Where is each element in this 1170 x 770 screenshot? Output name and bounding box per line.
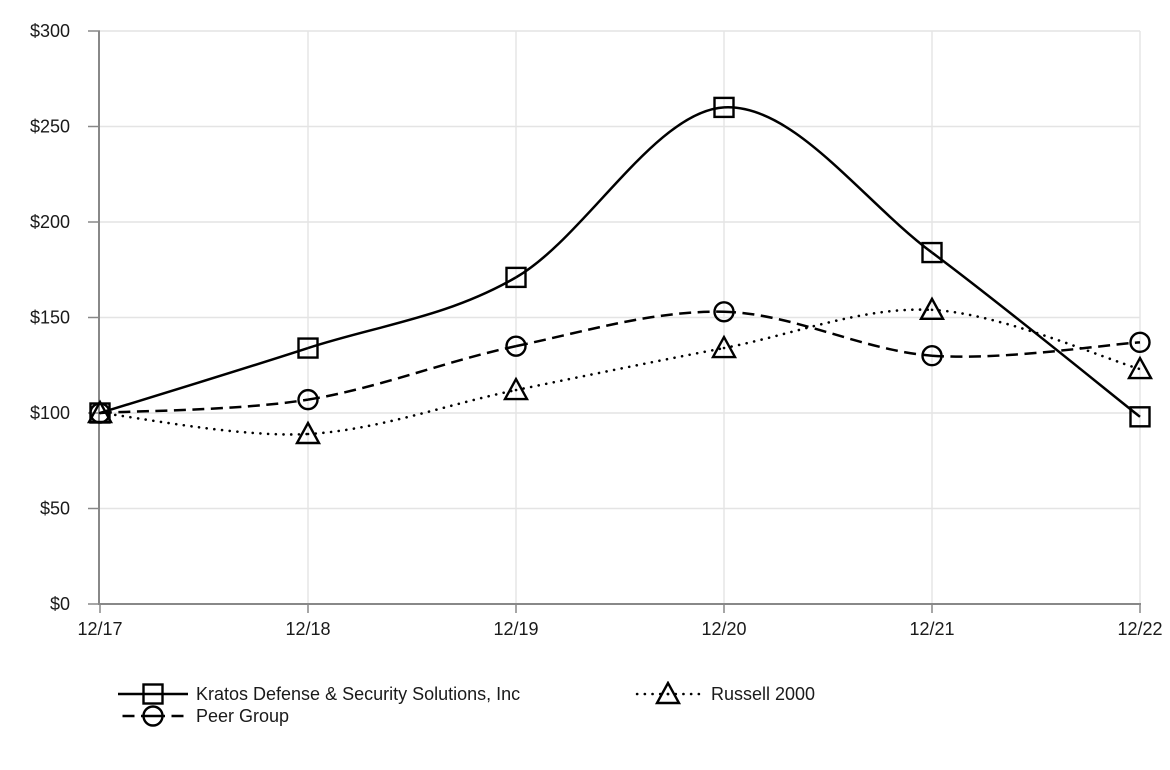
series-1 [89, 301, 1151, 424]
legend-label-peer-group: Peer Group [196, 705, 290, 726]
y-axis-label: $50 [40, 499, 70, 519]
circle-marker [142, 705, 164, 727]
series-segment [515, 106, 725, 279]
triangle-marker [1126, 355, 1154, 380]
legend-label-kratos: Kratos Defense & Security Solutions, Inc [196, 683, 521, 704]
series-segment [98, 411, 310, 436]
circle-marker [297, 388, 319, 411]
circle-marker [921, 345, 943, 367]
triangle-marker [654, 681, 682, 705]
triangle-marker [710, 334, 738, 359]
series-segment [722, 308, 934, 350]
triangle-marker [294, 420, 322, 445]
triangle-marker [86, 399, 114, 424]
square-marker [297, 337, 319, 359]
series-segment [931, 251, 1141, 418]
y-axis-label: $0 [50, 594, 70, 614]
legend-label-russell-2000: Russell 2000 [711, 683, 816, 704]
legend-item-peer-group: Peer Group [118, 703, 289, 729]
legend-item-kratos: Kratos Defense & Security Solutions, Inc [118, 681, 520, 707]
y-axis-label: $200 [30, 212, 70, 232]
x-axis-label: 12/17 [77, 619, 122, 639]
triangle-marker [918, 296, 946, 321]
y-axis-label: $150 [30, 308, 70, 328]
square-marker [921, 241, 943, 264]
x-axis-label: 12/21 [909, 619, 954, 639]
legend-swatch-peer-group-icon [118, 705, 188, 727]
triangle-marker [502, 376, 530, 401]
series-segment [723, 106, 933, 254]
circle-marker [1129, 331, 1151, 354]
square-marker [505, 266, 527, 289]
square-marker [713, 96, 735, 119]
series-0 [89, 96, 1151, 428]
circle-marker [505, 335, 527, 357]
series-segment [307, 344, 517, 401]
series-segment [99, 346, 309, 415]
square-marker [1129, 406, 1151, 428]
circle-marker [713, 301, 735, 323]
x-axis-label: 12/19 [493, 619, 538, 639]
series-segment [306, 388, 518, 436]
series-segment [931, 341, 1141, 358]
legend-item-russell-2000: Russell 2000 [633, 681, 815, 707]
series-segment [514, 346, 726, 392]
square-marker [142, 683, 164, 705]
series-2 [86, 296, 1154, 445]
series-segment [515, 310, 725, 348]
series-segment [307, 276, 517, 350]
x-axis-label: 12/20 [701, 619, 746, 639]
y-axis-label: $250 [30, 117, 70, 137]
series-segment [723, 310, 933, 357]
x-axis-label: 12/22 [1117, 619, 1162, 639]
y-axis-label: $100 [30, 403, 70, 423]
x-axis-label: 12/18 [285, 619, 330, 639]
series-segment [930, 308, 1142, 371]
series-segment [99, 398, 309, 415]
legend-swatch-russell-2000-icon [633, 681, 703, 705]
y-axis-label: $300 [30, 21, 70, 41]
legend-swatch-kratos-icon [118, 683, 188, 705]
